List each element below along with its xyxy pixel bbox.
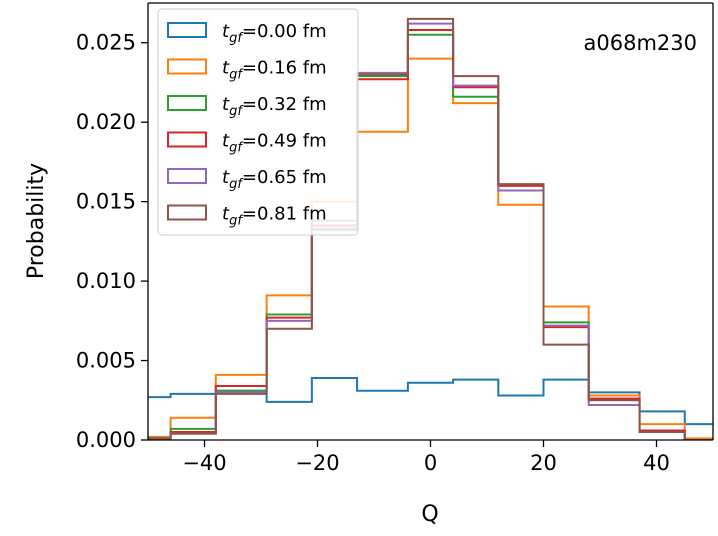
legend-label: tgf=0.32 fm [222,94,327,119]
legend-label: tgf=0.00 fm [222,21,327,46]
y-tick-label: 0.015 [76,190,136,214]
y-tick-label: 0.025 [76,31,136,55]
legend-label: tgf=0.65 fm [222,167,327,192]
legend-label: tgf=0.49 fm [222,131,327,156]
legend-swatch [167,131,207,148]
axes-frame [147,2,714,441]
y-tick-label: 0.000 [76,428,136,452]
x-tick-label: −40 [182,451,226,475]
legend-items: tgf=0.00 fm tgf=0.16 fm tgf=0.32 fm tgf=0.4… [167,21,327,229]
series-layer [148,17,713,440]
legend-item: tgf=0.16 fm [167,58,327,83]
dataset-annotation: a068m230 [584,31,698,55]
legend-swatch [167,58,207,75]
legend-swatch [167,22,207,38]
legend-swatch [167,95,207,111]
series-line-5 [148,17,713,440]
x-tick-label: 20 [530,451,557,475]
y-tick-label: 0.005 [76,349,136,373]
legend: tgf=0.00 fm tgf=0.16 fm tgf=0.32 fm tgf=0.4… [157,8,359,236]
legend-item: tgf=0.65 fm [167,167,327,192]
x-tick-label: −20 [295,451,339,475]
x-axis-label: Q [421,502,438,527]
legend-swatch [167,168,207,184]
x-axis-ticks: −40 −20 0 20 40 [182,440,670,475]
y-axis-ticks: 0.000 0.005 0.010 0.015 0.020 0.025 [76,31,148,452]
legend-item: tgf=0.81 fm [167,204,327,229]
legend-item: tgf=0.00 fm [167,21,327,46]
legend-box [157,8,359,236]
y-tick-label: 0.010 [76,269,136,293]
legend-item: tgf=0.49 fm [167,131,327,156]
x-tick-label: 40 [643,451,670,475]
y-tick-label: 0.020 [76,110,136,134]
y-axis-label: Probability [24,163,49,279]
legend-label: tgf=0.81 fm [222,204,327,229]
legend-label: tgf=0.16 fm [222,58,327,83]
legend-item: tgf=0.32 fm [167,94,327,119]
legend-swatch [167,204,207,221]
x-tick-label: 0 [424,451,437,475]
